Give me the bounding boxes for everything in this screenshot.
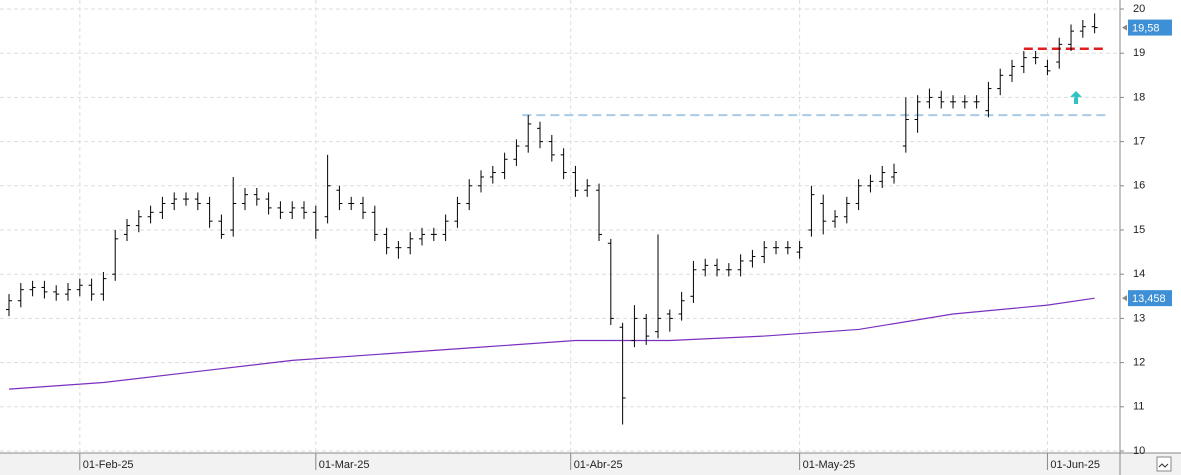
x-tick-label: 01-Abr-25 (574, 459, 623, 471)
x-tick-label: 01-May-25 (803, 459, 856, 471)
y-tick-label: 16 (1133, 180, 1145, 192)
x-tick-label: 01-Jun-25 (1050, 459, 1100, 471)
last-value-box (1128, 290, 1172, 307)
y-tick-label: 15 (1133, 224, 1145, 236)
last-value-pointer (1122, 295, 1127, 302)
last-value-box (1128, 19, 1172, 36)
y-tick-label: 20 (1133, 3, 1145, 15)
x-axis-strip (0, 453, 1181, 475)
y-tick-label: 17 (1133, 136, 1145, 148)
last-value-label: 19,58 (1132, 22, 1160, 34)
last-value-label: 13,458 (1132, 293, 1166, 305)
y-tick-label: 10 (1133, 445, 1145, 457)
y-tick-label: 14 (1133, 268, 1145, 280)
last-value-pointer (1122, 24, 1127, 31)
x-tick-label: 01-Feb-25 (83, 459, 134, 471)
y-tick-label: 13 (1133, 312, 1145, 324)
y-tick-label: 19 (1133, 47, 1145, 59)
y-tick-label: 18 (1133, 91, 1145, 103)
moving-average-line (8, 297, 1095, 390)
scale-button[interactable] (1156, 456, 1172, 472)
x-tick-label: 01-Mar-25 (319, 459, 370, 471)
up-arrow-icon (1070, 91, 1082, 104)
scale-icon (1158, 463, 1169, 468)
y-tick-label: 11 (1133, 401, 1144, 413)
y-tick-label: 12 (1133, 357, 1145, 369)
